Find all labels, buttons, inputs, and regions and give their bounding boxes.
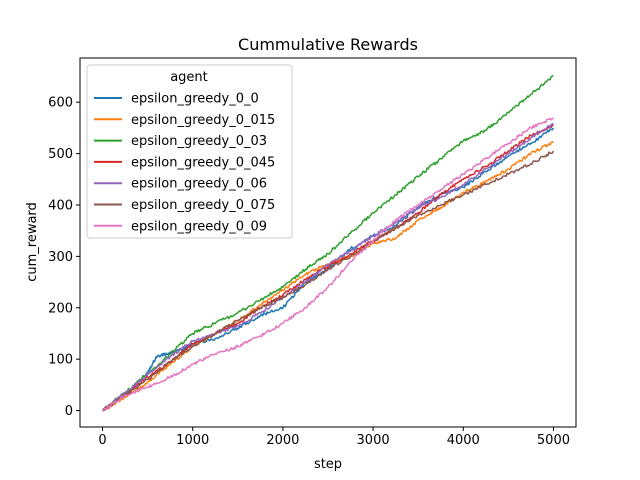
chart-title: Cummulative Rewards — [238, 35, 418, 54]
y-tick-label: 200 — [48, 301, 73, 316]
series-line-epsilon-greedy-0-075 — [101, 150, 555, 412]
series-line-epsilon-greedy-0-06 — [101, 123, 554, 412]
y-axis: 0 100 200 300 400 500 600 — [48, 96, 80, 419]
legend-title: agent — [170, 70, 208, 85]
plot-frame — [79, 57, 577, 428]
legend-entries: epsilon_greedy_0_0 epsilon_greedy_0_015ep… — [94, 92, 275, 234]
legend-label: epsilon_greedy_0_045 — [131, 155, 275, 170]
series-line-epsilon-greedy-0-03 — [102, 74, 554, 412]
legend-label: epsilon_greedy_0_09 — [131, 219, 267, 234]
series-line-epsilon-greedy-0-09 — [102, 117, 555, 412]
legend-label: epsilon_greedy_0_015 — [131, 113, 275, 128]
x-axis-label: step — [314, 457, 342, 472]
y-tick-label: 600 — [48, 96, 73, 111]
y-axis-label: cum_reward — [25, 202, 40, 282]
legend: agent epsilon_greedy_0_0epsilon_greedy_0… — [86, 64, 293, 239]
x-tick-label: 1000 — [176, 433, 209, 448]
legend-box — [86, 64, 293, 239]
y-tick-label: 400 — [48, 198, 73, 213]
legend-label: epsilon_greedy_0_06 — [131, 177, 267, 192]
plot-lines — [101, 74, 555, 412]
legend-label: epsilon_greedy_0_0 — [131, 92, 259, 107]
x-tick-label: 2000 — [266, 433, 299, 448]
y-tick-label: 500 — [48, 147, 73, 162]
y-tick-label: 0 — [65, 404, 73, 419]
x-tick-label: 0 — [98, 433, 106, 448]
y-tick-label: 300 — [48, 250, 73, 265]
legend-label: epsilon_greedy_0_075 — [131, 198, 275, 213]
x-tick-label: 4000 — [447, 433, 480, 448]
x-axis: 0 1000 2000 3000 4000 5000 — [98, 427, 570, 448]
x-tick-label: 3000 — [357, 433, 390, 448]
legend-label: epsilon_greedy_0_03 — [131, 134, 267, 149]
y-tick-label: 100 — [48, 353, 73, 368]
x-tick-label: 5000 — [537, 433, 570, 448]
